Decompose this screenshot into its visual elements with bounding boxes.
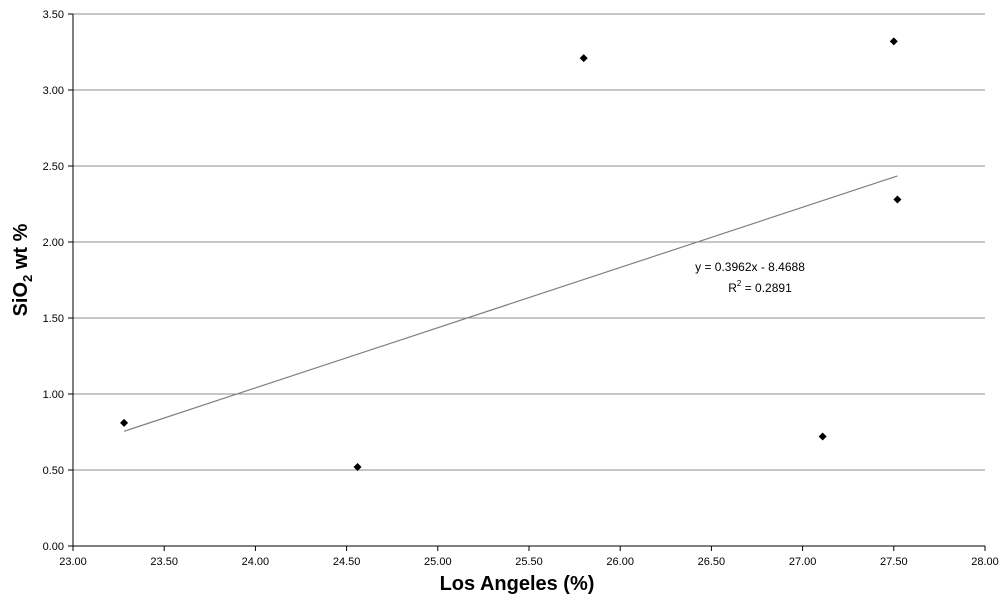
y-axis-title-main: SiO <box>10 282 32 316</box>
x-tick-label-1: 23.50 <box>150 556 178 568</box>
y-tick-label-2: 1.00 <box>43 389 64 401</box>
y-axis-title: SiO2 wt % <box>10 223 35 316</box>
y-axis-title-rest: wt % <box>10 223 32 274</box>
x-tick-label-5: 25.50 <box>515 556 543 568</box>
data-point-5 <box>893 195 902 204</box>
data-points <box>120 37 902 471</box>
y-tick-label-3: 1.50 <box>43 313 64 325</box>
r-squared-base: R <box>728 281 737 295</box>
x-tick-label-6: 26.00 <box>606 556 634 568</box>
x-tick-label-10: 28.00 <box>971 556 999 568</box>
trendline <box>123 175 898 432</box>
r-squared-value: = 0.2891 <box>741 281 792 295</box>
data-point-1 <box>353 462 362 471</box>
x-tick-label-8: 27.00 <box>789 556 817 568</box>
x-axis-title: Los Angeles (%) <box>440 573 595 595</box>
r-squared-superscript: 2 <box>737 279 742 288</box>
y-tick-label-4: 2.00 <box>43 237 64 249</box>
data-point-0 <box>120 418 129 427</box>
y-tick-label-0: 0.00 <box>43 541 64 553</box>
x-tick-label-4: 25.00 <box>424 556 452 568</box>
y-tick-label-1: 0.50 <box>43 465 64 477</box>
x-tick-label-7: 26.50 <box>698 556 726 568</box>
y-axis-title-subscript: 2 <box>20 275 35 282</box>
x-tick-label-3: 24.50 <box>333 556 361 568</box>
x-tick-label-0: 23.00 <box>59 556 87 568</box>
y-tick-label-7: 3.50 <box>43 9 64 21</box>
trendline-group <box>123 175 898 432</box>
data-point-3 <box>818 432 827 441</box>
x-tick-labels: 23.00 23.50 24.00 24.50 25.00 25.50 26.00 26.50… <box>59 556 999 568</box>
trendline-equation: y = 0.3962x - 8.4688 <box>695 260 805 274</box>
x-tick-label-2: 24.00 <box>242 556 270 568</box>
y-tick-label-6: 3.00 <box>43 85 64 97</box>
x-tick-label-9: 27.50 <box>880 556 908 568</box>
y-tick-labels: 0.00 0.50 1.00 1.50 2.00 2.50 3.00 3.50 <box>43 9 64 553</box>
trendline-r-squared: R2 = 0.2891 <box>728 279 792 295</box>
gridlines <box>73 13 985 471</box>
y-tick-label-5: 2.50 <box>43 161 64 173</box>
axes <box>68 13 986 551</box>
data-point-2 <box>579 54 588 63</box>
data-point-4 <box>889 37 898 46</box>
